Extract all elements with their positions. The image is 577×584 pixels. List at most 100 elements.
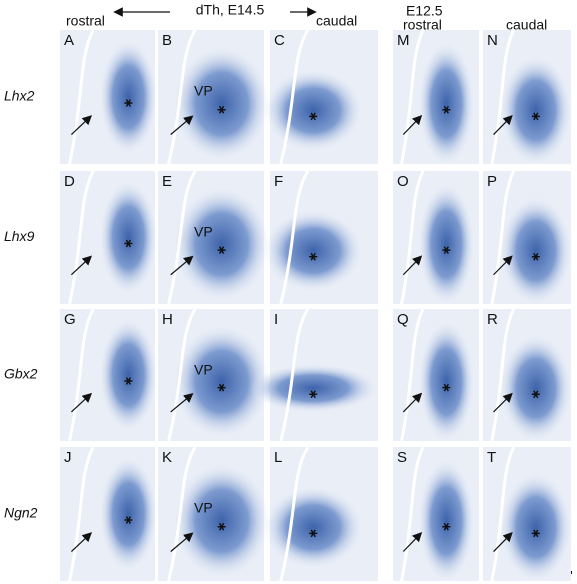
panel-letter: T: [487, 449, 496, 466]
stain: [500, 473, 571, 581]
panel-letter: P: [487, 173, 497, 190]
tissue-edge: [167, 446, 197, 582]
tissue-edge: [167, 29, 197, 165]
panel-letter: L: [274, 449, 282, 466]
panel-letter: M: [397, 32, 410, 49]
stage-caudal: caudal: [506, 17, 547, 33]
arrow: [70, 255, 93, 276]
asterisk: [217, 105, 226, 114]
panel-letter: G: [64, 311, 76, 328]
region-label: VP: [194, 500, 213, 516]
tissue-edge: [490, 29, 516, 165]
stain: [99, 319, 157, 431]
tissue-edge: [400, 29, 425, 165]
panel-letter: Q: [397, 311, 409, 328]
stain: [173, 47, 270, 160]
panel-letter: F: [274, 173, 283, 190]
asterisk: [217, 383, 226, 392]
stain: [418, 184, 474, 304]
stage-label: E12.5: [406, 3, 443, 19]
arrow: [402, 255, 423, 276]
panel-letter: R: [487, 311, 498, 328]
asterisk: [309, 112, 318, 121]
tissue-edge: [167, 170, 197, 305]
region-label: VP: [194, 362, 213, 378]
panel-letter: I: [274, 311, 278, 328]
asterisk: [531, 390, 540, 399]
tissue-edge: [490, 308, 516, 442]
tissue-edge: [400, 170, 425, 305]
arrow: [493, 532, 513, 552]
stage-rostral: rostral: [403, 17, 442, 33]
stain: [173, 464, 270, 577]
asterisk: [217, 246, 226, 255]
gene-label: Lhx9: [4, 228, 35, 244]
panel-letter: N: [487, 32, 498, 49]
arrow: [402, 392, 423, 413]
stain: [99, 181, 157, 294]
asterisk: [124, 239, 133, 248]
panel-letter: O: [397, 173, 409, 190]
arrow: [70, 532, 92, 552]
stain: [500, 335, 571, 442]
asterisk: [531, 529, 540, 538]
stain: [264, 487, 362, 568]
tissue-edge: [400, 308, 425, 442]
tissue-edge: [279, 308, 310, 442]
title: dTh, E14.5: [196, 2, 265, 18]
asterisk: [442, 246, 451, 255]
arrow: [70, 392, 93, 413]
stain: [99, 457, 157, 571]
asterisk: [442, 522, 451, 531]
asterisk: [531, 252, 540, 261]
region-label: VP: [194, 83, 213, 99]
tissue-edge: [279, 170, 310, 305]
arrow: [170, 532, 194, 552]
arrow: [493, 255, 513, 276]
arrow: [402, 114, 423, 135]
arrow: [170, 393, 194, 413]
asterisk: [217, 522, 226, 531]
panel-letter: B: [162, 32, 172, 49]
caudal-label: caudal: [316, 13, 357, 29]
tissue-edge: [400, 446, 425, 582]
region-label: VP: [194, 224, 213, 240]
tissue-edge: [490, 170, 516, 305]
panel-letter: D: [64, 173, 75, 190]
tissue-edge: [68, 170, 95, 305]
arrow: [170, 115, 194, 135]
panel-letter: K: [162, 449, 172, 466]
asterisk: [309, 529, 318, 538]
panel-letter: E: [162, 173, 172, 190]
arrow: [70, 115, 92, 135]
stain: [418, 322, 474, 441]
panel-letter: H: [162, 311, 173, 328]
asterisk: [124, 99, 133, 107]
asterisk: [442, 105, 451, 114]
tissue-edge: [279, 446, 310, 582]
gene-label: Gbx2: [4, 366, 38, 382]
panel-letter: A: [64, 32, 74, 49]
tissue-edge: [167, 308, 197, 442]
asterisk: [309, 390, 318, 399]
asterisk: [442, 383, 451, 392]
stain: [250, 364, 377, 412]
rostral-label: rostral: [66, 13, 105, 29]
stain: [173, 188, 270, 301]
title-bg: [170, 2, 290, 20]
arrow: [170, 255, 194, 276]
panel-letter: J: [64, 449, 72, 466]
panel-letter: C: [274, 32, 285, 49]
stain: [418, 43, 474, 165]
tissue-edge: [68, 446, 95, 582]
stain: [173, 326, 270, 438]
gene-label: Lhx2: [4, 88, 35, 104]
stain: [99, 40, 157, 154]
arrow: [493, 392, 513, 413]
asterisk: [531, 112, 540, 121]
stain: [418, 460, 474, 581]
stain: [264, 210, 362, 291]
tissue-edge: [490, 446, 516, 582]
tissue-edge: [68, 308, 95, 442]
